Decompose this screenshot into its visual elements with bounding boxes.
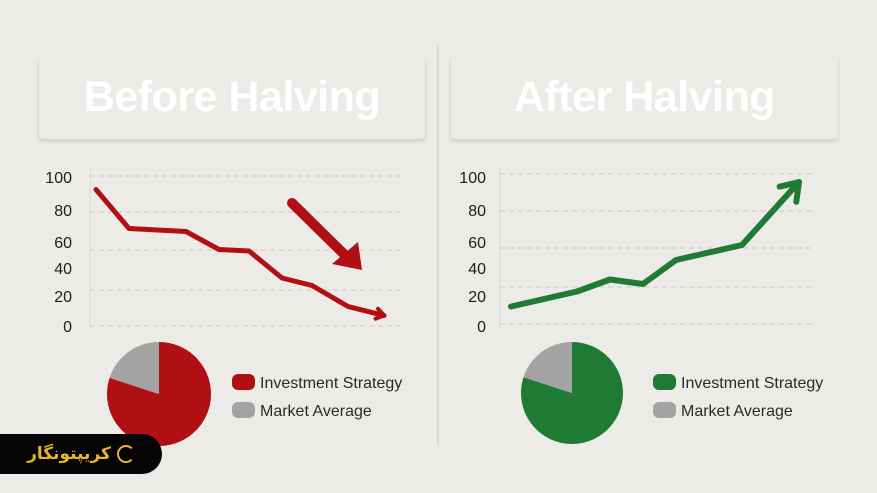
before-pie-slice-market bbox=[109, 342, 159, 394]
after-data-point bbox=[642, 283, 644, 285]
before-y-tick-label: 40 bbox=[54, 261, 72, 278]
before-legend-label: Investment Strategy bbox=[260, 375, 402, 392]
after-data-point bbox=[510, 306, 512, 307]
after-data-point bbox=[741, 244, 743, 246]
before-data-point bbox=[311, 285, 313, 286]
after-data-point bbox=[609, 279, 611, 280]
before-pie-slice-strategy bbox=[107, 342, 212, 446]
after-halving-banner: After Halving bbox=[451, 56, 838, 139]
before-y-tick-label: 60 bbox=[54, 235, 72, 252]
before-y-tick-label: 100 bbox=[45, 170, 72, 187]
after-y-tick-label: 0 bbox=[477, 319, 486, 336]
after-y-tick-label: 60 bbox=[468, 235, 486, 252]
before-y-tick-label: 80 bbox=[54, 203, 72, 220]
after-legend-swatch bbox=[653, 374, 676, 390]
down-trend-arrow-icon bbox=[287, 198, 357, 267]
before-legend-swatch bbox=[232, 374, 255, 390]
after-legend-label: Investment Strategy bbox=[681, 375, 823, 392]
after-legend-swatch bbox=[653, 402, 676, 418]
after-data-point bbox=[576, 291, 578, 292]
after-y-tick-label: 40 bbox=[468, 261, 486, 278]
down-trend-arrowhead-icon bbox=[332, 242, 362, 270]
before-y-tick-label: 0 bbox=[63, 319, 72, 336]
before-halving-banner: Before Halving bbox=[39, 56, 425, 139]
after-halving-title: After Halving bbox=[513, 73, 776, 121]
after-data-point bbox=[708, 252, 710, 253]
before-data-point bbox=[248, 250, 250, 252]
crypto-logo-icon bbox=[116, 445, 135, 463]
after-pie-slice-market bbox=[523, 342, 572, 393]
before-data-point bbox=[128, 228, 130, 229]
brand-text: کریپتونگار bbox=[27, 444, 111, 463]
before-data-point bbox=[347, 306, 349, 307]
before-line-arrowhead-icon bbox=[373, 306, 386, 321]
before-halving-title: Before Halving bbox=[83, 73, 381, 121]
brand-badge: کریپتونگار bbox=[0, 434, 162, 474]
after-y-tick-label: 80 bbox=[468, 203, 486, 220]
before-legend-label: Market Average bbox=[260, 403, 372, 420]
before-legend-swatch bbox=[232, 402, 255, 418]
before-y-tick-label: 20 bbox=[54, 289, 72, 306]
before-data-point bbox=[185, 231, 187, 232]
before-data-point bbox=[281, 277, 283, 279]
after-legend-label: Market Average bbox=[681, 403, 793, 420]
before-data-point bbox=[218, 249, 220, 250]
after-line-arrowhead-icon bbox=[776, 179, 802, 205]
after-data-point bbox=[675, 259, 677, 261]
after-strategy-line bbox=[508, 179, 802, 310]
after-y-tick-label: 100 bbox=[459, 170, 486, 187]
after-y-tick-label: 20 bbox=[468, 289, 486, 306]
before-data-point bbox=[95, 189, 97, 190]
